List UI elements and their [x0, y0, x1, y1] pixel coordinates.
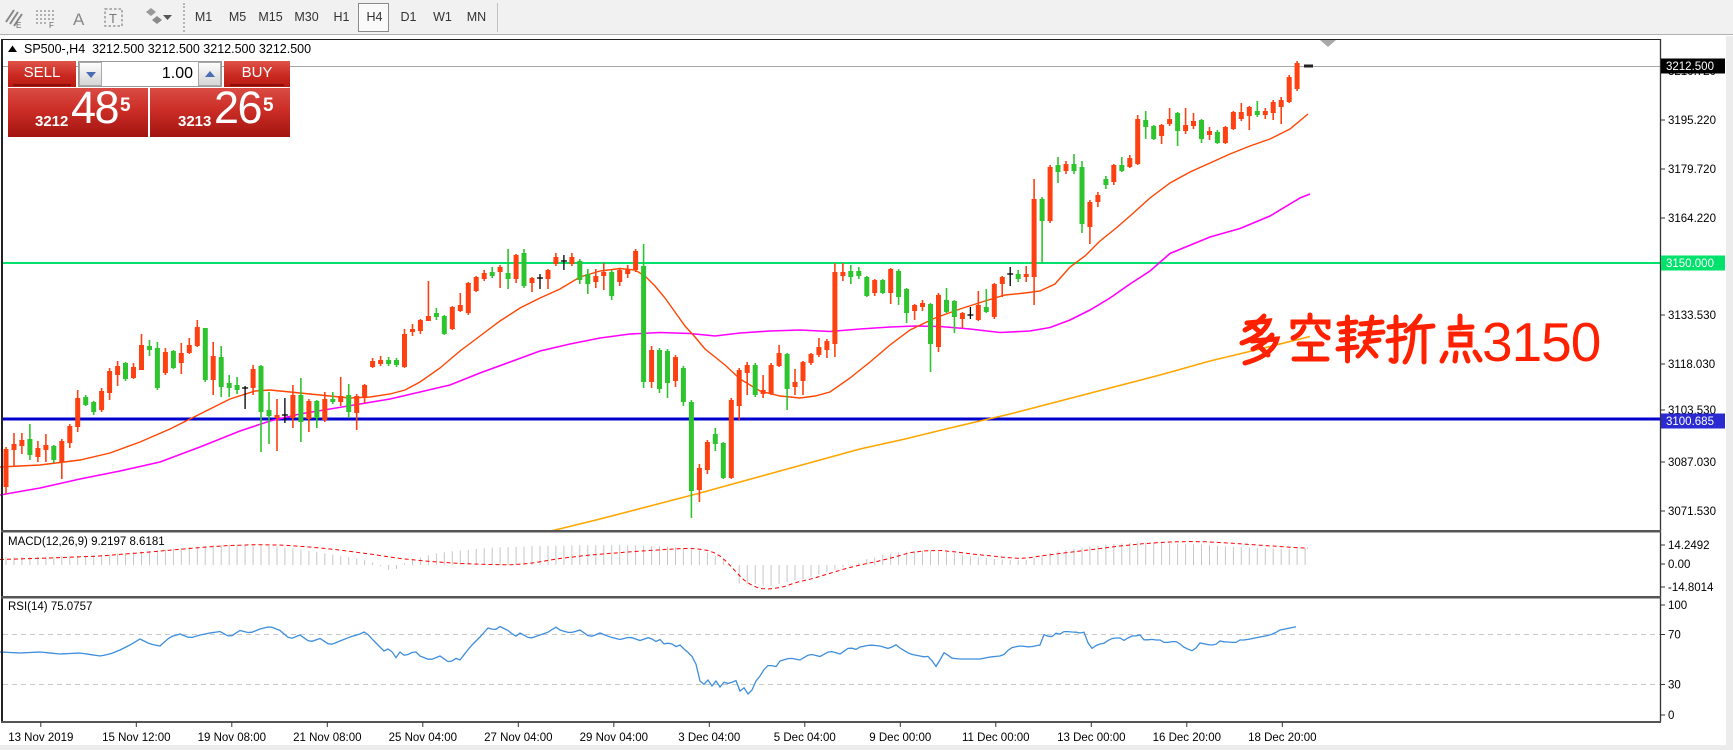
- svg-text:27 Nov 04:00: 27 Nov 04:00: [484, 732, 552, 744]
- svg-text:14.2492: 14.2492: [1668, 540, 1710, 552]
- svg-text:18 Dec 20:00: 18 Dec 20:00: [1248, 732, 1316, 744]
- svg-text:25 Nov 04:00: 25 Nov 04:00: [389, 732, 457, 744]
- svg-text:5 Dec 04:00: 5 Dec 04:00: [774, 732, 836, 744]
- svg-text:11 Dec 00:00: 11 Dec 00:00: [962, 732, 1030, 744]
- svg-text:100: 100: [1668, 600, 1687, 612]
- svg-text:3150.000: 3150.000: [1666, 258, 1714, 270]
- svg-text:E: E: [16, 21, 21, 30]
- svg-text:3179.720: 3179.720: [1668, 164, 1716, 176]
- svg-text:3100.685: 3100.685: [1666, 416, 1714, 428]
- svg-text:29 Nov 04:00: 29 Nov 04:00: [580, 732, 648, 744]
- svg-text:T: T: [109, 11, 117, 26]
- svg-text:3 Dec 04:00: 3 Dec 04:00: [678, 732, 740, 744]
- svg-text:15 Nov 12:00: 15 Nov 12:00: [102, 732, 170, 744]
- svg-text:0.00: 0.00: [1668, 559, 1690, 571]
- svg-text:0: 0: [1668, 710, 1674, 722]
- svg-text:F: F: [49, 21, 54, 30]
- svg-text:3118.030: 3118.030: [1668, 359, 1715, 371]
- svg-text:-14.8014: -14.8014: [1668, 582, 1714, 594]
- svg-text:70: 70: [1668, 630, 1681, 642]
- svg-text:16 Dec 20:00: 16 Dec 20:00: [1153, 732, 1221, 744]
- svg-text:3087.030: 3087.030: [1668, 457, 1716, 469]
- svg-text:MACD(12,26,9) 9.2197 8.6181: MACD(12,26,9) 9.2197 8.6181: [8, 536, 165, 548]
- svg-text:19 Nov 08:00: 19 Nov 08:00: [198, 732, 266, 744]
- svg-text:3150: 3150: [1482, 311, 1600, 373]
- svg-text:RSI(14) 75.0757: RSI(14) 75.0757: [8, 601, 92, 613]
- svg-text:3195.220: 3195.220: [1668, 115, 1716, 127]
- svg-text:A: A: [73, 10, 85, 29]
- svg-text:9 Dec 00:00: 9 Dec 00:00: [869, 732, 931, 744]
- svg-text:30: 30: [1668, 680, 1681, 692]
- svg-text:3164.220: 3164.220: [1668, 213, 1716, 225]
- svg-text:3212.500: 3212.500: [1666, 61, 1714, 73]
- svg-text:13 Dec 00:00: 13 Dec 00:00: [1057, 732, 1125, 744]
- svg-text:13 Nov 2019: 13 Nov 2019: [8, 732, 73, 744]
- svg-text:3071.530: 3071.530: [1668, 506, 1716, 518]
- svg-text:21 Nov 08:00: 21 Nov 08:00: [293, 732, 361, 744]
- svg-text:SP500-,H4 3212.500 3212.500 3: SP500-,H4 3212.500 3212.500 3212.500 321…: [24, 42, 311, 56]
- svg-text:3133.530: 3133.530: [1668, 310, 1716, 322]
